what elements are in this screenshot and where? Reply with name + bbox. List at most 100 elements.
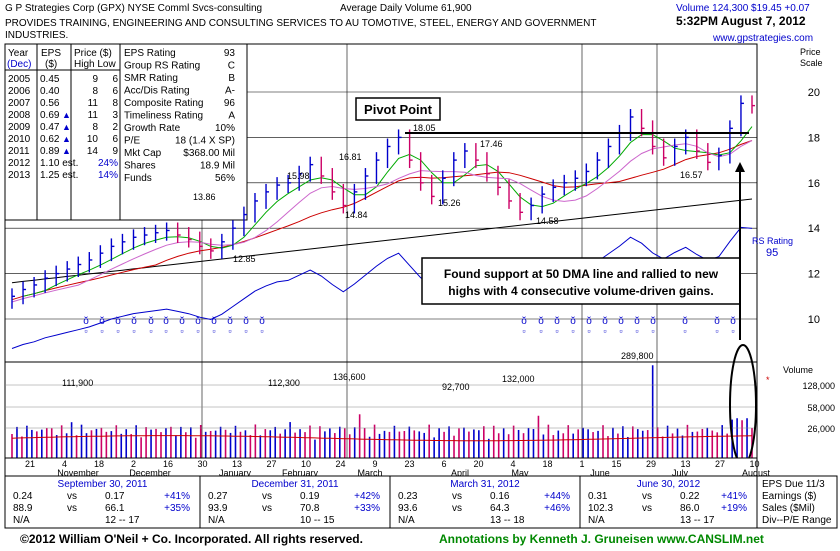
dividend-marker-base: ▫ <box>228 326 231 336</box>
dividend-marker-base: ▫ <box>683 326 686 336</box>
summary-change: +46% <box>544 503 570 514</box>
summary-prior: 66.1 <box>105 503 125 514</box>
eps-subheader-eps: ($) <box>45 59 57 70</box>
price-tick-label: 16 <box>808 178 820 190</box>
summary-vs: vs <box>452 503 462 514</box>
eps-subheader-year: (Dec) <box>7 59 31 70</box>
month-label: February <box>282 468 319 478</box>
eps-value: 1.25 est. <box>40 170 78 181</box>
dividend-marker-base: ▫ <box>260 326 263 336</box>
dividend-marker-icon: ŏ <box>195 316 201 327</box>
rs-line <box>11 226 753 349</box>
dividend-marker-icon: ŏ <box>554 316 560 327</box>
summary-frame <box>4 475 838 529</box>
volume-axis-label: Volume <box>783 365 813 375</box>
price-tick-label: 20 <box>808 87 820 99</box>
volume-average-line <box>11 435 753 442</box>
dividend-marker-base: ▫ <box>84 326 87 336</box>
annotations-credit: Annotations by Kenneth J. Gruneisen www.… <box>439 532 764 546</box>
dividend-marker-icon: ŏ <box>650 316 656 327</box>
summary-row-label: Earnings ($) <box>762 491 816 502</box>
price-scale-label-2: Scale <box>800 58 823 68</box>
dividend-marker-icon: ŏ <box>179 316 185 327</box>
callout-line-2: highs with 4 consecutive volume-driven g… <box>448 284 713 298</box>
price-tick-label: 10 <box>808 314 820 326</box>
dividend-marker-icon: ŏ <box>634 316 640 327</box>
eps-price-high: 11 <box>88 98 99 109</box>
eps-up-arrow-icon: ▲ <box>62 134 71 144</box>
summary-current: N/A <box>13 515 30 526</box>
date-tick-label: 13 <box>680 459 690 469</box>
summary-prior: 0.17 <box>105 491 125 502</box>
month-label: April <box>451 468 469 478</box>
dividend-marker-base: ▫ <box>635 326 638 336</box>
dividend-marker-icon: ŏ <box>83 316 89 327</box>
summary-vs: vs <box>262 491 272 502</box>
summary-prior: 0.19 <box>300 491 320 502</box>
eps-price-low: 14% <box>98 170 118 181</box>
eps-year: 2009 <box>8 122 31 133</box>
date-tick-label: 20 <box>473 459 483 469</box>
timestamp: 5:32PM August 7, 2012 <box>676 14 806 28</box>
annot-14-84: 14.84 <box>345 210 368 220</box>
vol-annot-136600: 136,600 <box>333 372 366 382</box>
date-tick-label: 18 <box>94 459 104 469</box>
dividend-marker-base: ▫ <box>164 326 167 336</box>
summary-prior: 12 -- 17 <box>105 515 140 526</box>
eps-price-low: 6 <box>112 86 118 97</box>
volume-bars <box>5 365 757 458</box>
vol-annot-112300: 112,300 <box>268 378 300 388</box>
date-tick-label: 27 <box>266 459 276 469</box>
rs-label: RS Rating <box>752 236 793 246</box>
date-tick-label: 24 <box>335 459 345 469</box>
summary-current: 0.31 <box>588 491 608 502</box>
date-tick-label: 2 <box>131 459 136 469</box>
summary-quarter: March 31, 2012 <box>450 479 520 490</box>
eps-year: 2008 <box>8 110 31 121</box>
volume-tick-26k: 26,000 <box>807 424 835 434</box>
annot-18-05: 18.05 <box>413 123 436 133</box>
summary-row-label: Sales ($Mil) <box>762 503 815 514</box>
quarterly-summary-table: September 30, 2011 0.24 vs 0.17 +41% 88.9 vs 66… <box>4 475 838 529</box>
dividend-marker-base: ▫ <box>132 326 135 336</box>
eps-year: 2013 <box>8 170 31 181</box>
price-tick-label: 12 <box>808 269 820 281</box>
eps-table: Year EPS Price ($) (Dec) ($) High Low 20… <box>4 43 248 221</box>
annot-12-85: 12.85 <box>233 254 256 264</box>
annot-16-57: 16.57 <box>680 170 703 180</box>
rating-label: Mkt Cap <box>124 148 162 159</box>
eps-price-low: 6 <box>112 134 118 145</box>
summary-quarter: June 30, 2012 <box>637 479 701 490</box>
summary-quarter: December 31, 2011 <box>251 479 339 490</box>
eps-price-high: 8 <box>92 122 98 133</box>
date-tick-label: 18 <box>542 459 552 469</box>
eps-price-high: 9 <box>92 74 98 85</box>
dividend-marker-icon: ŏ <box>115 316 121 327</box>
summary-row-label: Div--P/E Range <box>762 515 832 526</box>
rating-label: Growth Rate <box>124 123 181 134</box>
summary-prior: 0.22 <box>680 491 700 502</box>
price-scale-label: Price <box>800 47 821 57</box>
dividend-marker-icon: ŏ <box>586 316 592 327</box>
rating-label: Timeliness Rating <box>124 111 203 122</box>
dividend-marker-base: ▫ <box>180 326 183 336</box>
rating-value: 56% <box>215 173 235 184</box>
eps-price-high: 14 <box>87 146 99 157</box>
date-tick-label: 29 <box>646 459 656 469</box>
pivot-label-box <box>355 97 441 121</box>
date-tick-label: 16 <box>163 459 173 469</box>
dividend-marker-icon: ŏ <box>243 316 249 327</box>
dividend-marker-icon: ŏ <box>259 316 265 327</box>
dividend-marker-base: ▫ <box>522 326 525 336</box>
annot-17-46: 17.46 <box>480 139 503 149</box>
eps-price-low: 2 <box>112 122 118 133</box>
eps-up-arrow-icon: ▲ <box>62 146 71 156</box>
date-tick-label: 27 <box>715 459 725 469</box>
rating-value: C <box>228 61 235 72</box>
dividend-marker-icon: ŏ <box>538 316 544 327</box>
dividend-marker-base: ▫ <box>651 326 654 336</box>
date-tick-label: 21 <box>25 459 35 469</box>
summary-current: N/A <box>208 515 225 526</box>
dividend-marker-base: ▫ <box>196 326 199 336</box>
